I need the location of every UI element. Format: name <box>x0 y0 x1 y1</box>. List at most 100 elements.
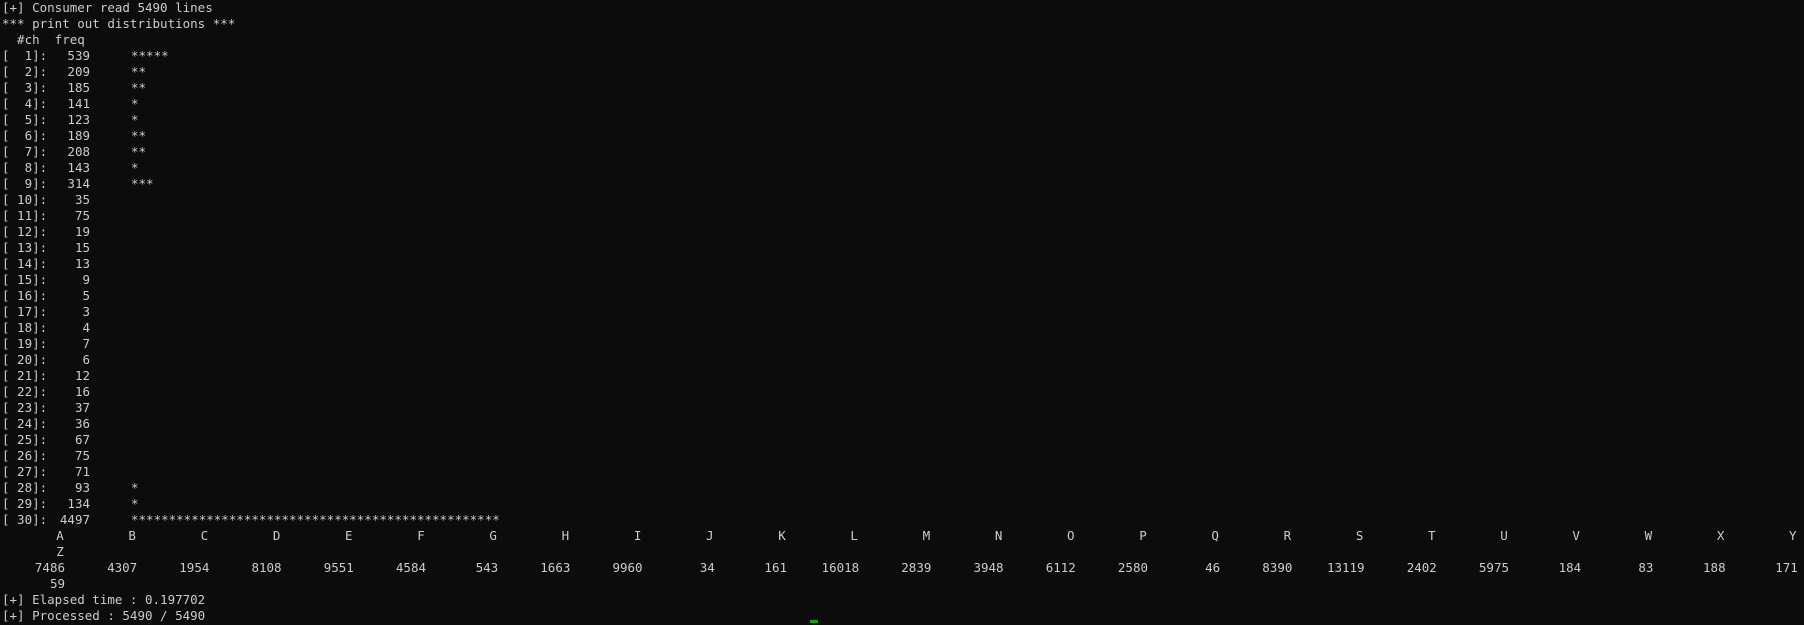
distribution-row: [ 13]: 15 <box>2 240 1002 256</box>
row-histogram-bar: ****************************************… <box>131 512 500 527</box>
distribution-row: [ 29]: 134 * <box>2 496 1002 512</box>
row-length-label: [ 7]: <box>2 144 48 159</box>
distribution-row: [ 15]: 9 <box>2 272 1002 288</box>
letter-header: G <box>489 528 497 543</box>
letter-count: 4307 <box>107 560 138 575</box>
row-histogram-bar: ***** <box>131 48 169 63</box>
distribution-row: [ 6]: 189 ** <box>2 128 1002 144</box>
row-histogram-bar: * <box>131 480 139 495</box>
letter-count: 2839 <box>901 560 932 575</box>
letter-header: B <box>128 528 136 543</box>
distribution-row: [ 2]: 209 ** <box>2 64 1002 80</box>
letter-header: Y <box>1789 528 1797 543</box>
row-frequency: 37 <box>74 400 90 415</box>
letter-header: S <box>1355 528 1364 543</box>
row-length-label: [ 18]: <box>2 320 48 335</box>
row-frequency: 13 <box>74 256 90 271</box>
row-histogram-bar: ** <box>131 128 147 143</box>
letter-count: 1663 <box>540 560 571 575</box>
letter-header: E <box>345 528 353 543</box>
elapsed-time-line: [+] Elapsed time : 0.197702 <box>2 592 206 607</box>
row-histogram-bar: *** <box>131 176 154 191</box>
row-histogram-bar: ** <box>131 144 147 159</box>
letter-count: 2580 <box>1117 560 1148 575</box>
letter-header: M <box>922 528 931 543</box>
row-length-label: [ 23]: <box>2 400 48 415</box>
letter-count: 16018 <box>821 560 860 575</box>
letter-header: L <box>850 528 858 543</box>
row-frequency: 134 <box>67 496 90 511</box>
row-histogram-bar: * <box>131 96 139 111</box>
column-header: #ch freq <box>2 32 85 47</box>
row-frequency: 5 <box>82 288 90 303</box>
row-length-label: [ 20]: <box>2 352 48 367</box>
row-histogram-bar: * <box>131 160 139 175</box>
distribution-row: [ 12]: 19 <box>2 224 1002 240</box>
row-frequency: 209 <box>67 64 90 79</box>
row-frequency: 19 <box>74 224 90 239</box>
consumer-read-line: [+] Consumer read 5490 lines <box>2 0 213 15</box>
row-frequency: 16 <box>74 384 90 399</box>
row-length-label: [ 8]: <box>2 160 48 175</box>
letter-count: 34 <box>699 560 715 575</box>
row-length-label: [ 29]: <box>2 496 48 511</box>
letter-count: 4584 <box>395 560 426 575</box>
row-frequency: 9 <box>82 272 90 287</box>
letter-count: 188 <box>1703 560 1726 575</box>
letter-header: K <box>778 528 786 543</box>
distribution-row: [ 7]: 208 ** <box>2 144 1002 160</box>
row-length-label: [ 9]: <box>2 176 48 191</box>
row-frequency: 539 <box>67 48 90 63</box>
row-frequency: 12 <box>74 368 90 383</box>
distribution-row: [ 20]: 6 <box>2 352 1002 368</box>
letter-count: 7486 <box>34 560 65 575</box>
row-frequency: 314 <box>67 176 90 191</box>
row-length-label: [ 27]: <box>2 464 48 479</box>
row-length-label: [ 25]: <box>2 432 48 447</box>
row-histogram-bar: * <box>131 112 139 127</box>
distribution-row: [ 3]: 185 ** <box>2 80 1002 96</box>
row-length-label: [ 30]: <box>2 512 48 527</box>
row-length-label: [ 17]: <box>2 304 48 319</box>
row-length-label: [ 19]: <box>2 336 48 351</box>
letter-count: 83 <box>1638 560 1654 575</box>
distribution-row: [ 17]: 3 <box>2 304 1002 320</box>
row-length-label: [ 11]: <box>2 208 48 223</box>
row-length-label: [ 13]: <box>2 240 48 255</box>
letter-count: 6112 <box>1045 560 1076 575</box>
distribution-row: [ 19]: 7 <box>2 336 1002 352</box>
distribution-row: [ 30]: 4497 ******************************… <box>2 512 1002 528</box>
row-frequency: 36 <box>74 416 90 431</box>
row-frequency: 123 <box>67 112 90 127</box>
letter-count: 9960 <box>612 560 643 575</box>
row-frequency: 4497 <box>59 512 90 527</box>
letter-header: O <box>1067 528 1075 543</box>
row-length-label: [ 12]: <box>2 224 48 239</box>
wrapped-letter-header: Z <box>56 544 64 559</box>
letter-header: N <box>994 528 1003 543</box>
row-frequency: 71 <box>74 464 90 479</box>
letter-count: 1954 <box>179 560 210 575</box>
row-frequency: 141 <box>67 96 90 111</box>
row-frequency: 75 <box>74 448 90 463</box>
distribution-title: *** print out distributions *** <box>2 16 236 31</box>
row-frequency: 7 <box>82 336 90 351</box>
row-length-label: [ 15]: <box>2 272 48 287</box>
terminal-cursor <box>810 620 818 623</box>
row-frequency: 67 <box>74 432 90 447</box>
letter-header: J <box>706 528 714 543</box>
letter-count: 543 <box>475 560 499 575</box>
letter-header: C <box>200 528 209 543</box>
letter-header: I <box>633 528 642 543</box>
row-frequency: 189 <box>67 128 90 143</box>
distribution-row: [ 27]: 71 <box>2 464 1002 480</box>
letter-header: H <box>561 528 570 543</box>
distribution-row: [ 18]: 4 <box>2 320 1002 336</box>
letter-count: 8390 <box>1262 560 1293 575</box>
distribution-row: [ 5]: 123 * <box>2 112 1002 128</box>
letter-count: 2402 <box>1406 560 1437 575</box>
letter-header: Q <box>1211 528 1219 543</box>
letter-count: 46 <box>1205 560 1221 575</box>
row-frequency: 185 <box>67 80 90 95</box>
